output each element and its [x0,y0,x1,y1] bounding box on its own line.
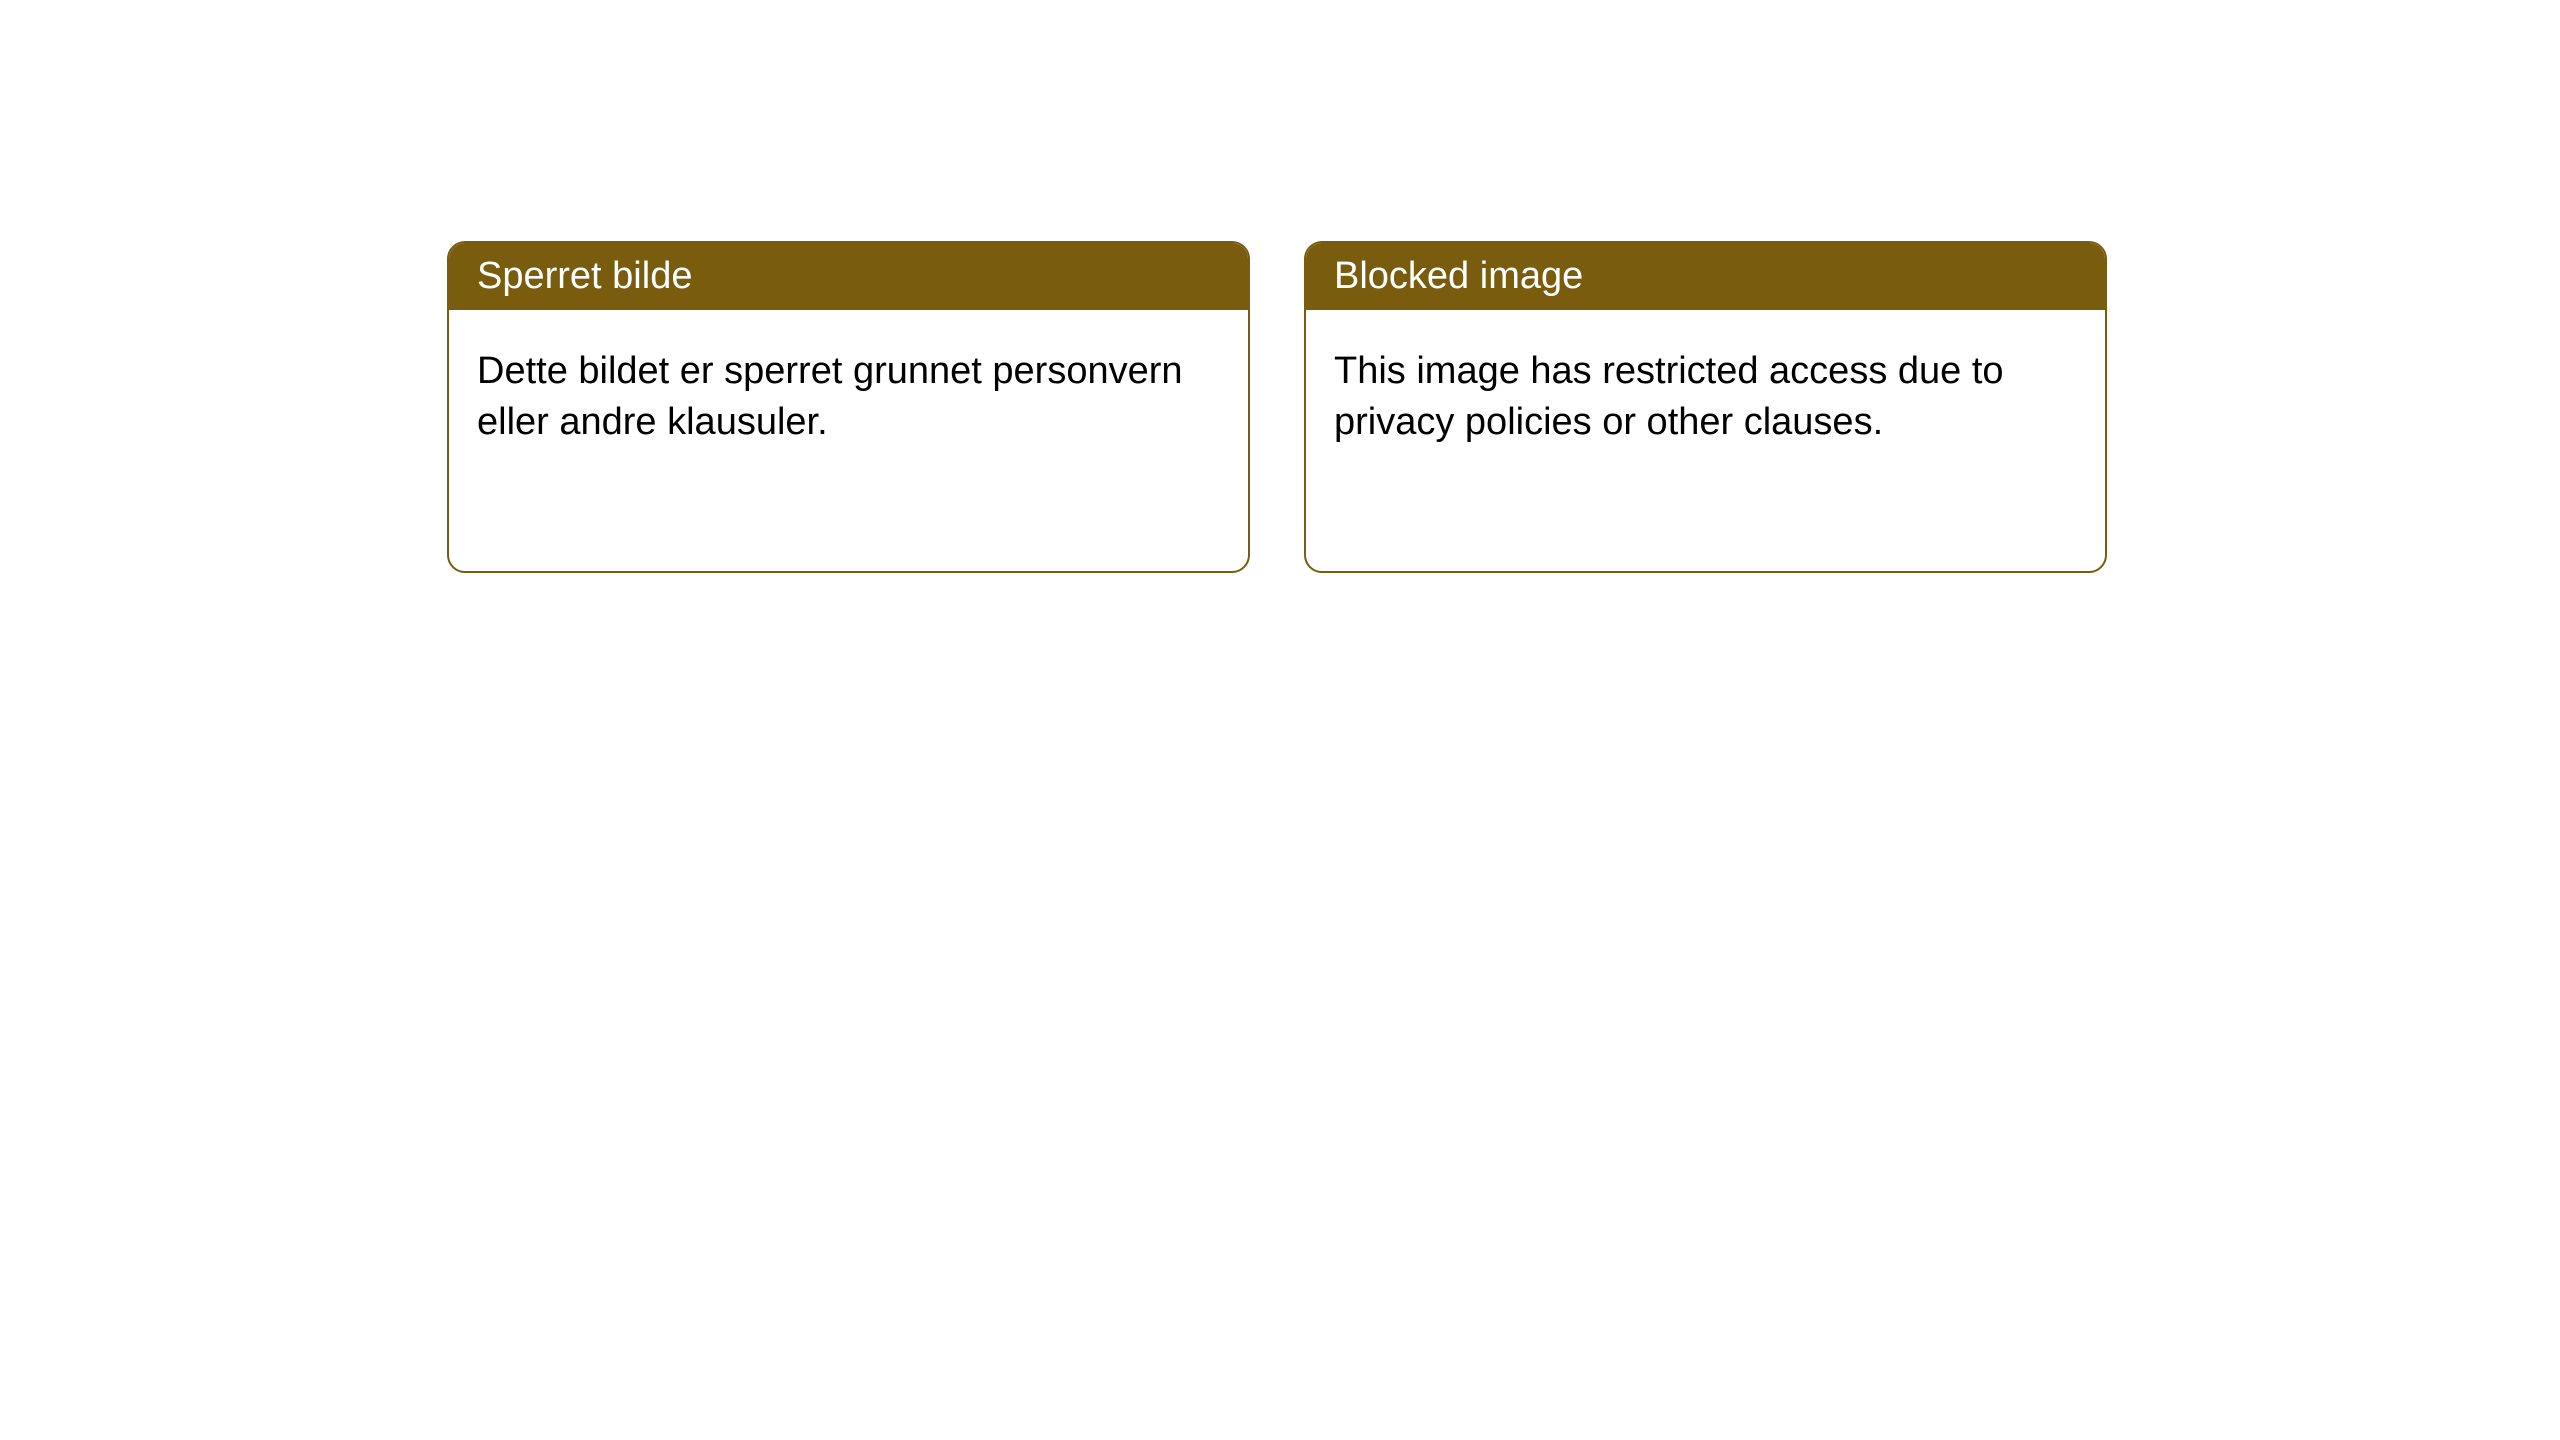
notice-container: Sperret bilde Dette bildet er sperret gr… [0,0,2560,573]
notice-title-english: Blocked image [1334,255,1583,297]
notice-title-norwegian: Sperret bilde [477,255,692,297]
notice-body-english: This image has restricted access due to … [1306,310,2105,485]
notice-card-norwegian: Sperret bilde Dette bildet er sperret gr… [447,241,1250,573]
notice-text-norwegian: Dette bildet er sperret grunnet personve… [477,350,1183,443]
notice-header-english: Blocked image [1306,243,2105,310]
notice-header-norwegian: Sperret bilde [449,243,1248,310]
notice-body-norwegian: Dette bildet er sperret grunnet personve… [449,310,1248,485]
notice-text-english: This image has restricted access due to … [1334,350,2004,443]
notice-card-english: Blocked image This image has restricted … [1304,241,2107,573]
